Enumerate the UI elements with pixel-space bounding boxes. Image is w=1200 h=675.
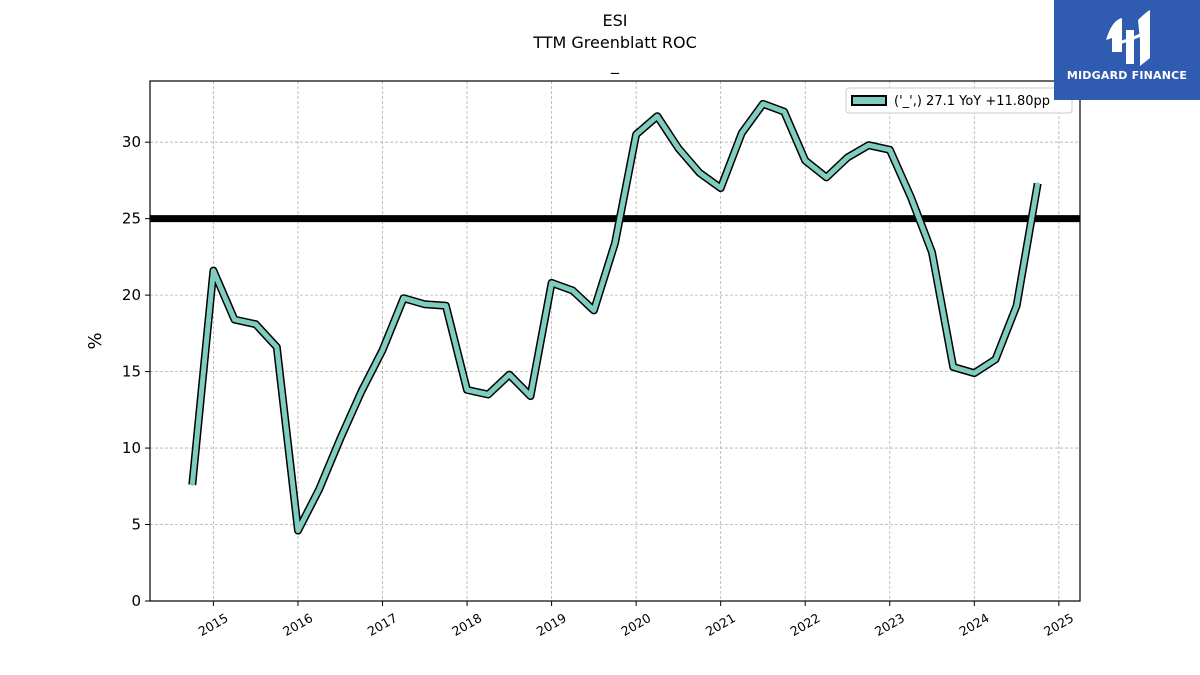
y-tick-label: 5	[131, 516, 141, 534]
data-point	[804, 159, 807, 162]
x-tick-label: 2024	[957, 610, 992, 639]
brand-logo: MIDGARD FINANCE	[1054, 0, 1200, 100]
data-point	[233, 318, 236, 321]
legend-box	[845, 87, 1073, 114]
y-tick-label: 30	[122, 133, 141, 151]
data-point	[761, 102, 765, 106]
data-point	[994, 358, 997, 361]
data-point	[719, 186, 722, 190]
data-point	[1015, 304, 1018, 308]
logo-text: MIDGARD FINANCE	[1066, 69, 1188, 82]
data-point	[846, 156, 849, 159]
data-point	[381, 348, 384, 352]
data-point	[275, 345, 279, 349]
chart-title: ESI	[603, 11, 628, 30]
data-point	[423, 303, 426, 306]
x-tick-label: 2023	[872, 610, 907, 639]
data-point	[465, 388, 469, 392]
data-point	[698, 171, 701, 174]
data-point	[634, 133, 638, 136]
data-point	[740, 131, 744, 135]
x-tick-label: 2018	[449, 610, 484, 639]
y-tick-label: 25	[122, 210, 141, 228]
y-tick-label: 15	[122, 363, 141, 381]
series-group	[188, 99, 1042, 535]
data-point	[1036, 182, 1039, 185]
logo-mark-icon	[1106, 10, 1150, 66]
data-point	[825, 176, 828, 179]
y-tick-label: 0	[131, 592, 141, 610]
data-point	[402, 296, 405, 300]
data-point	[951, 365, 955, 369]
grid-lines	[150, 81, 1080, 602]
x-tick-label: 2019	[534, 610, 569, 639]
series-line	[189, 101, 1041, 534]
legend: ('_',) 27.1 YoY +11.80pp	[845, 87, 1073, 114]
data-point	[191, 483, 194, 486]
data-point	[296, 529, 300, 532]
x-tick-label: 2025	[1041, 610, 1076, 639]
data-point	[656, 114, 659, 118]
data-point	[867, 144, 870, 147]
data-point	[782, 110, 786, 113]
data-point	[212, 269, 215, 272]
data-point	[360, 390, 363, 393]
x-tick-label: 2015	[196, 610, 231, 639]
y-tick-label: 10	[122, 439, 141, 457]
data-point	[317, 488, 321, 491]
data-point	[550, 281, 553, 285]
x-tick-label: 2022	[787, 610, 822, 639]
x-tick-label: 2020	[618, 610, 653, 639]
data-point	[571, 289, 574, 292]
legend-swatch	[851, 95, 887, 106]
chart-subtitle: TTM Greenblatt ROC	[532, 33, 697, 52]
x-tick-label: 2017	[365, 610, 400, 639]
chart-subtitle-2: _	[610, 55, 620, 75]
data-point	[254, 322, 257, 326]
y-axis-label: %	[85, 332, 106, 349]
y-tick-label: 20	[122, 286, 141, 304]
plot-frame	[149, 80, 1081, 602]
data-point	[508, 373, 511, 376]
series-line-outline	[188, 99, 1042, 535]
data-point	[529, 394, 532, 398]
data-point	[339, 437, 342, 441]
data-point	[592, 309, 596, 312]
data-point	[677, 147, 680, 150]
data-point	[888, 148, 891, 152]
data-point	[486, 393, 490, 396]
x-tick-label: 2021	[703, 610, 738, 639]
data-point	[909, 196, 913, 199]
data-point	[930, 251, 934, 254]
legend-label: ('_',) 27.1 YoY +11.80pp	[894, 94, 1050, 109]
data-point	[444, 304, 448, 308]
data-point	[973, 371, 976, 375]
data-point	[613, 241, 617, 245]
x-tick-label: 2016	[280, 610, 315, 639]
